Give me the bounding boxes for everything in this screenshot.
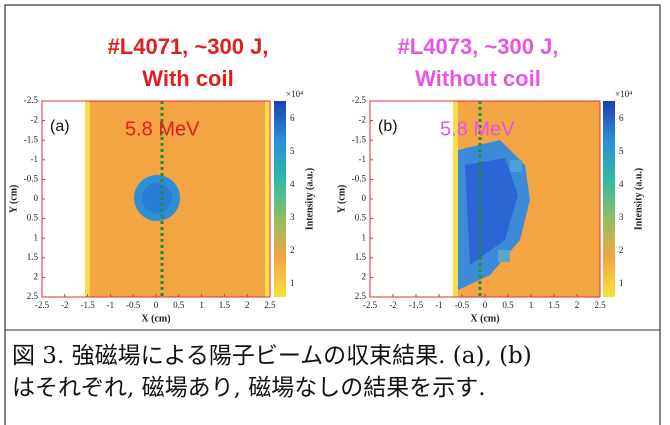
colorbar-tick-label: 5 <box>290 146 295 156</box>
x-tick-label: 2.5 <box>264 300 276 310</box>
colorbar-multiplier: ×10⁴ <box>615 89 632 99</box>
colorbar-tick-label: 4 <box>290 179 295 189</box>
x-tick-label: -2.5 <box>35 300 50 310</box>
y-tick-label: 2 <box>34 271 39 281</box>
colorbar <box>603 101 615 297</box>
caption-line: 図 3. 強磁場による陽子ビームの収束結果. (a), (b) <box>12 343 532 369</box>
colorbar-tick-label: 1 <box>290 278 295 288</box>
colorbar-tick-label: 3 <box>619 212 624 222</box>
y-tick-label: 1 <box>362 232 367 242</box>
colorbar-tick-label: 2 <box>290 245 295 255</box>
colorbar-tick-label: 3 <box>290 212 295 222</box>
caption-line: はそれぞれ, 磁場あり, 磁場なしの結果を示す. <box>12 375 486 401</box>
x-tick-label: 0 <box>483 300 488 310</box>
y-tick-label: -0.5 <box>24 173 39 183</box>
colorbar-multiplier: ×10⁴ <box>286 89 303 99</box>
y-tick-label: -1.5 <box>352 134 367 144</box>
x-tick-label: 2 <box>575 300 580 310</box>
y-tick-label: 2 <box>362 271 367 281</box>
x-tick-label: -0.5 <box>126 300 141 310</box>
panel-title: #L4073, ~300 J, <box>398 34 559 59</box>
x-axis-label: X (cm) <box>141 313 170 324</box>
y-tick-label: -1 <box>359 154 367 164</box>
x-tick-label: -2 <box>61 300 69 310</box>
y-tick-label: -2.5 <box>24 95 39 105</box>
y-tick-label: 1.5 <box>355 252 367 262</box>
colorbar-label: Intensity (a.u.) <box>304 168 315 231</box>
colorbar-tick-label: 5 <box>619 146 624 156</box>
panel-title: #L4071, ~300 J, <box>108 34 269 59</box>
energy-label: 5.8 MeV <box>125 118 200 140</box>
y-tick-label: -2.5 <box>352 95 367 105</box>
x-tick-label: 0.5 <box>173 300 185 310</box>
y-tick-label: 1.5 <box>27 252 39 262</box>
x-tick-label: 2.5 <box>594 300 606 310</box>
y-tick-label: -1 <box>31 154 39 164</box>
x-tick-label: -2 <box>389 300 397 310</box>
x-tick-label: -1.5 <box>409 300 424 310</box>
x-tick-label: 1.5 <box>548 300 560 310</box>
y-axis-label: Y (cm) <box>8 185 19 214</box>
y-tick-label: -2 <box>31 115 39 125</box>
colorbar-label: Intensity (a.u.) <box>633 168 644 231</box>
page: #L4071, ~300 J, With coil (a) 5.8 MeV -2.5 -2… <box>0 0 670 425</box>
y-tick-label: 2.5 <box>27 291 39 301</box>
y-tick-label: 1 <box>34 232 39 242</box>
y-tick-label: -1.5 <box>24 134 39 144</box>
x-tick-label: 1 <box>199 300 204 310</box>
figure: #L4071, ~300 J, With coil (a) 5.8 MeV -2.5 -2… <box>0 0 670 425</box>
y-axis-label: Y (cm) <box>336 185 347 214</box>
x-tick-label: 1 <box>529 300 534 310</box>
y-tick-label: 0 <box>362 193 367 203</box>
x-tick-label: 0 <box>154 300 159 310</box>
y-tick-label: 0 <box>34 193 39 203</box>
x-tick-label: 1.5 <box>219 300 231 310</box>
x-tick-label: -1.5 <box>80 300 95 310</box>
y-tick-label: 2.5 <box>355 291 367 301</box>
x-tick-label: 2 <box>245 300 250 310</box>
colorbar <box>274 101 286 297</box>
panel-label: (b) <box>378 118 398 135</box>
colorbar-tick-label: 1 <box>619 278 624 288</box>
colorbar-tick-label: 6 <box>619 113 624 123</box>
x-axis-label: X (cm) <box>470 313 499 324</box>
x-tick-label: -2.5 <box>363 300 378 310</box>
y-tick-label: 0.5 <box>355 213 367 223</box>
colorbar-tick-label: 4 <box>619 179 624 189</box>
y-tick-label: 0.5 <box>27 213 39 223</box>
x-tick-label: -0.5 <box>455 300 470 310</box>
x-tick-label: -1 <box>435 300 443 310</box>
panel-title: With coil <box>142 66 233 91</box>
panel-title: Without coil <box>415 66 541 91</box>
x-tick-label: 0.5 <box>502 300 514 310</box>
colorbar-tick-label: 6 <box>290 113 295 123</box>
panel-label: (a) <box>50 118 70 135</box>
y-tick-label: -2 <box>359 115 367 125</box>
x-tick-label: -1 <box>107 300 115 310</box>
y-tick-label: -0.5 <box>352 173 367 183</box>
energy-label: 5.8 MeV <box>440 118 515 140</box>
colorbar-tick-label: 2 <box>619 245 624 255</box>
